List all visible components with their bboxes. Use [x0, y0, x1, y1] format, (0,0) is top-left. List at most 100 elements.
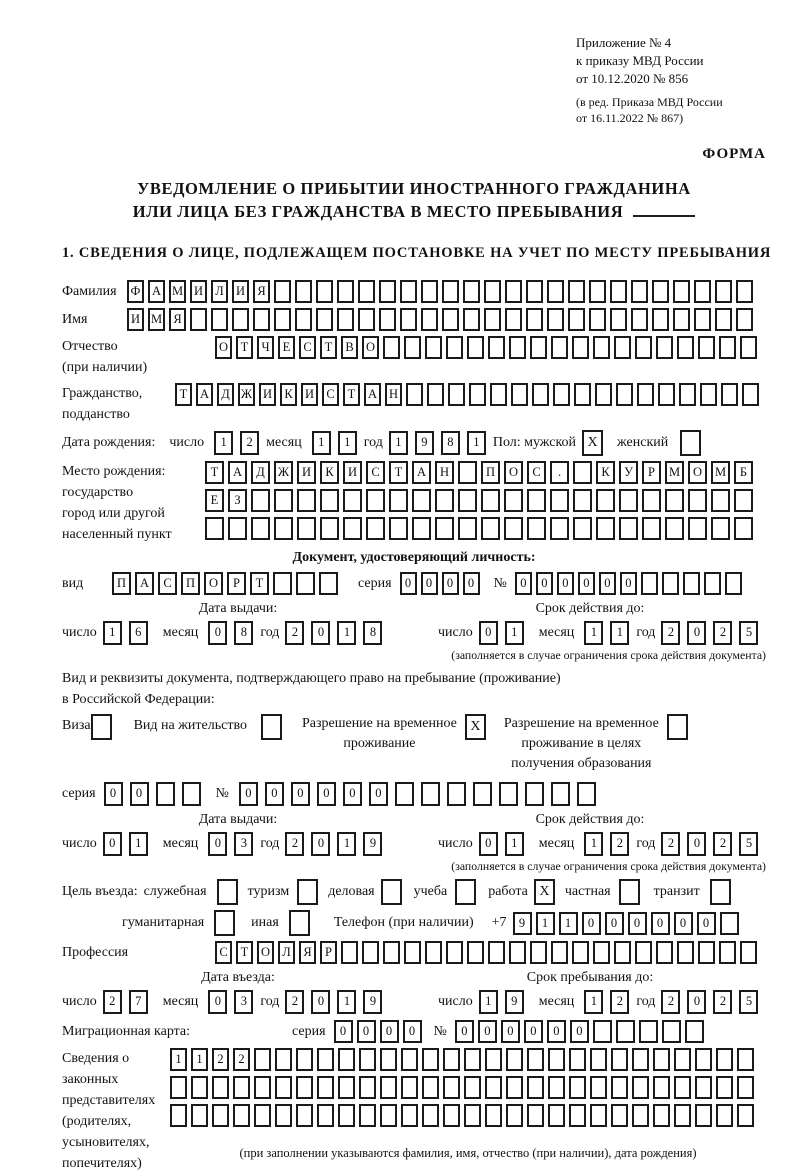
char-box: 6: [128, 621, 148, 645]
birthdate-year-label: год: [363, 435, 383, 450]
char-box: [615, 1020, 635, 1043]
char-box: [442, 280, 459, 303]
char-box: 1: [584, 621, 604, 645]
char-box: 0: [342, 782, 362, 806]
char-box: 9: [504, 990, 524, 1014]
char-box: 0: [103, 782, 123, 806]
purpose-tourism-label: туризм: [247, 884, 290, 899]
char-box: [317, 1048, 334, 1071]
char-box: [550, 489, 569, 512]
char-box: [383, 941, 400, 964]
char-box: 0: [102, 832, 122, 856]
char-box: [632, 1076, 649, 1099]
char-box: [694, 280, 711, 303]
char-box: [665, 517, 684, 540]
permit-number-label: №: [215, 786, 229, 801]
residence-doc-text: Вид и реквизиты документа, подтверждающе…: [62, 668, 766, 710]
char-box: [401, 1048, 418, 1071]
char-box: [498, 782, 518, 806]
char-box: 1: [337, 621, 357, 645]
sex-male-checkbox: X: [582, 430, 607, 456]
appendix-line-1: Приложение № 4: [576, 35, 672, 50]
char-box: С: [215, 941, 232, 964]
char-box: [653, 1104, 670, 1127]
char-box: [181, 782, 201, 806]
char-box: [569, 1048, 586, 1071]
char-box: [420, 782, 440, 806]
char-box: [273, 572, 292, 595]
char-box: [504, 489, 523, 512]
char-box: [658, 383, 675, 406]
char-box: 2: [285, 832, 305, 856]
doc-series-label: серия: [358, 575, 392, 591]
char-box: 2: [285, 990, 305, 1014]
char-box: [737, 1048, 754, 1071]
char-box: [740, 336, 757, 359]
char-box: В: [341, 336, 358, 359]
char-box: 1: [504, 832, 524, 856]
char-box: 0: [208, 621, 228, 645]
char-box: [485, 1104, 502, 1127]
char-box: [233, 1104, 250, 1127]
char-box: Т: [236, 336, 253, 359]
char-box: 0: [356, 1020, 376, 1043]
char-box: 0: [333, 1020, 353, 1043]
char-box: [505, 308, 522, 331]
representatives-note: (при заполнении указываются фамилия, имя…: [239, 1146, 697, 1160]
char-box: 3: [234, 990, 254, 1014]
phone-row: гуманитарная иная Телефон (при наличии) …: [62, 910, 766, 936]
appendix-line-3: от 10.12.2020 № 856: [576, 71, 689, 86]
char-box: [527, 1048, 544, 1071]
char-box: [275, 1048, 292, 1071]
temp-edu-permit-label: Разрешение на временное проживание в цел…: [503, 716, 659, 771]
char-box: [614, 336, 631, 359]
temp-edu-permit-checkbox: [666, 714, 692, 740]
visa-label: Виза: [62, 718, 91, 733]
char-box: Т: [320, 336, 337, 359]
char-box: [296, 572, 315, 595]
char-box: 1: [337, 990, 357, 1014]
char-box: [694, 308, 711, 331]
char-box: И: [259, 383, 276, 406]
char-box: [205, 517, 224, 540]
char-box: [274, 308, 291, 331]
char-box: [380, 1048, 397, 1071]
char-box: [610, 308, 627, 331]
char-box: 2: [102, 990, 122, 1014]
char-box: [251, 489, 270, 512]
char-box: С: [527, 461, 546, 484]
char-box: [551, 941, 568, 964]
char-box: 0: [311, 832, 331, 856]
char-box: [379, 308, 396, 331]
char-box: [337, 308, 354, 331]
char-box: [505, 280, 522, 303]
char-box: [435, 489, 454, 512]
char-box: [553, 383, 570, 406]
char-box: [422, 1048, 439, 1071]
char-box: [253, 308, 270, 331]
purpose-private-label: частная: [564, 884, 611, 899]
char-box: [737, 1076, 754, 1099]
char-box: [679, 383, 696, 406]
char-box: 1: [388, 431, 408, 455]
char-box: [653, 1048, 670, 1071]
char-box: 1: [128, 832, 148, 856]
migration-card-label: Миграционная карта:: [62, 1024, 191, 1039]
char-box: [666, 714, 688, 740]
char-box: [341, 941, 358, 964]
char-box: [296, 1076, 313, 1099]
